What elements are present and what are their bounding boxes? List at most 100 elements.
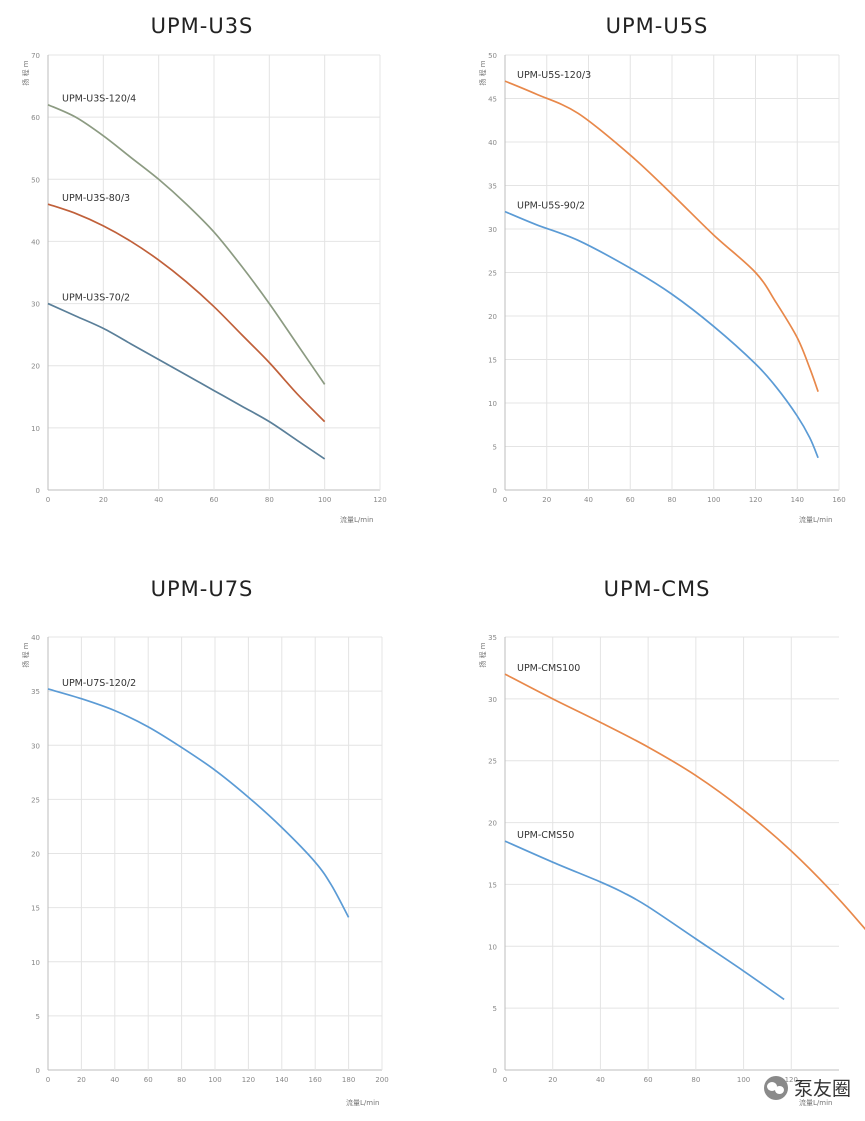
y-tick-label: 10: [488, 943, 497, 951]
x-tick-label: 140: [275, 1076, 288, 1084]
x-tick-label: 60: [144, 1076, 153, 1084]
y-tick-label: 15: [488, 881, 497, 889]
y-tick-label: 30: [488, 226, 497, 234]
x-tick-label: 0: [503, 496, 507, 504]
series-label: UPM-U5S-120/3: [517, 70, 591, 81]
y-tick-label: 35: [488, 634, 497, 642]
chart-plot: 0 5 10 15 20 25 30 35 0 20 40 60 80 100 120 扬 程 m 流量L/mi…: [478, 634, 865, 1107]
y-tick-label: 35: [488, 183, 497, 191]
y-tick-label: 20: [488, 313, 497, 321]
series-line: [47, 688, 350, 918]
y-tick-label: 20: [31, 363, 40, 371]
y-tick-label: 30: [488, 696, 497, 704]
y-tick-label: 0: [36, 1067, 40, 1075]
y-tick-label: 30: [31, 301, 40, 309]
chart-plot: 0 5 10 15 20 25 30 35 40 0 20 40 60 80 100 120 140 160 180…: [21, 634, 389, 1107]
watermark-text: 泵友圈: [793, 1078, 851, 1100]
y-tick-label: 50: [488, 52, 497, 60]
x-axis-label: 流量L/min: [340, 515, 373, 524]
x-tick-label: 60: [626, 496, 635, 504]
series-label: UPM-U3S-80/3: [62, 193, 130, 204]
series-label: UPM-CMS50: [517, 830, 574, 841]
x-tick-label: 120: [373, 496, 386, 504]
y-axis-label: 扬 程 m: [21, 642, 30, 667]
x-tick-label: 200: [375, 1076, 388, 1084]
x-tick-label: 180: [342, 1076, 355, 1084]
y-tick-label: 45: [488, 96, 497, 104]
y-tick-label: 5: [493, 1005, 497, 1013]
series-label: UPM-U3S-70/2: [62, 293, 130, 304]
x-tick-label: 100: [707, 496, 720, 504]
x-axis-label: 流量L/min: [799, 515, 832, 524]
x-tick-label: 80: [177, 1076, 186, 1084]
y-tick-label: 50: [31, 176, 40, 184]
x-tick-label: 100: [318, 496, 331, 504]
x-tick-label: 40: [596, 1076, 605, 1084]
chart-title: UPM-U3S: [150, 14, 254, 38]
series-line: [47, 203, 326, 423]
x-tick-label: 20: [542, 496, 551, 504]
chart-title: UPM-U7S: [150, 577, 254, 601]
x-tick-label: 20: [77, 1076, 86, 1084]
y-tick-label: 15: [31, 905, 40, 913]
x-tick-label: 20: [99, 496, 108, 504]
x-tick-label: 40: [110, 1076, 119, 1084]
y-tick-label: 40: [31, 238, 40, 246]
y-tick-label: 0: [493, 487, 497, 495]
x-tick-label: 100: [737, 1076, 750, 1084]
watermark: 泵友圈: [763, 1074, 851, 1101]
y-tick-label: 40: [488, 139, 497, 147]
x-tick-label: 80: [265, 496, 274, 504]
y-tick-label: 40: [31, 634, 40, 642]
y-tick-label: 70: [31, 52, 40, 60]
y-tick-label: 25: [31, 796, 40, 804]
series-line: [47, 302, 326, 460]
y-tick-label: 15: [488, 357, 497, 365]
y-tick-label: 35: [31, 688, 40, 696]
chart-plot: 0 5 10 15 20 25 30 35 40 45 50 0 20 40 60 80 100 120 140 16…: [478, 52, 846, 524]
series-line: [504, 210, 819, 459]
chart-plot: 0 10 20 30 40 50 60 70 0 20 40 60 80 100 120 扬 程 m 流量L/m…: [21, 52, 387, 524]
y-tick-label: 10: [31, 425, 40, 433]
y-tick-label: 5: [36, 1013, 40, 1021]
x-tick-label: 40: [584, 496, 593, 504]
y-axis-label: 扬 程 m: [478, 60, 487, 85]
x-axis-label: 流量L/min: [346, 1098, 379, 1107]
chart-title: UPM-U5S: [605, 14, 709, 38]
y-tick-label: 25: [488, 758, 497, 766]
x-tick-label: 160: [309, 1076, 322, 1084]
x-tick-label: 100: [208, 1076, 221, 1084]
y-tick-label: 20: [31, 851, 40, 859]
series-label: UPM-CMS100: [517, 663, 580, 674]
x-tick-label: 0: [46, 496, 50, 504]
y-tick-label: 20: [488, 820, 497, 828]
y-tick-label: 0: [493, 1067, 497, 1075]
x-tick-label: 160: [832, 496, 845, 504]
x-tick-label: 120: [749, 496, 762, 504]
x-tick-label: 20: [548, 1076, 557, 1084]
y-axis-label: 扬 程 m: [21, 60, 30, 85]
series-line: [504, 673, 865, 931]
series-line: [504, 840, 785, 1001]
wechat-icon: [763, 1075, 788, 1100]
x-tick-label: 60: [210, 496, 219, 504]
series-label: UPM-U5S-90/2: [517, 201, 585, 212]
chart-upm-u5s: UPM-U5S 0 5 10 15 20 25 30 35 40 45 50 0 20 40 60 80 100…: [433, 0, 865, 540]
chart-upm-u3s: UPM-U3S 0 10 20 30 40 50 60 70 0 20 40 60 80 100 120 扬 …: [0, 0, 430, 540]
chart-title: UPM-CMS: [603, 577, 711, 601]
y-axis-label: 扬 程 m: [478, 642, 487, 667]
x-tick-label: 120: [242, 1076, 255, 1084]
series-line: [504, 80, 819, 392]
y-tick-label: 5: [493, 444, 497, 452]
x-axis-label: 流量L/min: [799, 1098, 832, 1107]
x-tick-label: 80: [668, 496, 677, 504]
y-tick-label: 10: [31, 959, 40, 967]
y-tick-label: 0: [36, 487, 40, 495]
chart-upm-cms: UPM-CMS 0 5 10 15 20 25 30 35 0 20 40 60 80 100 120 扬 程…: [433, 560, 865, 1117]
y-tick-label: 30: [31, 742, 40, 750]
series-line: [47, 103, 326, 385]
x-tick-label: 0: [503, 1076, 507, 1084]
x-tick-label: 120: [785, 1076, 798, 1084]
y-tick-label: 25: [488, 270, 497, 278]
x-tick-label: 80: [691, 1076, 700, 1084]
